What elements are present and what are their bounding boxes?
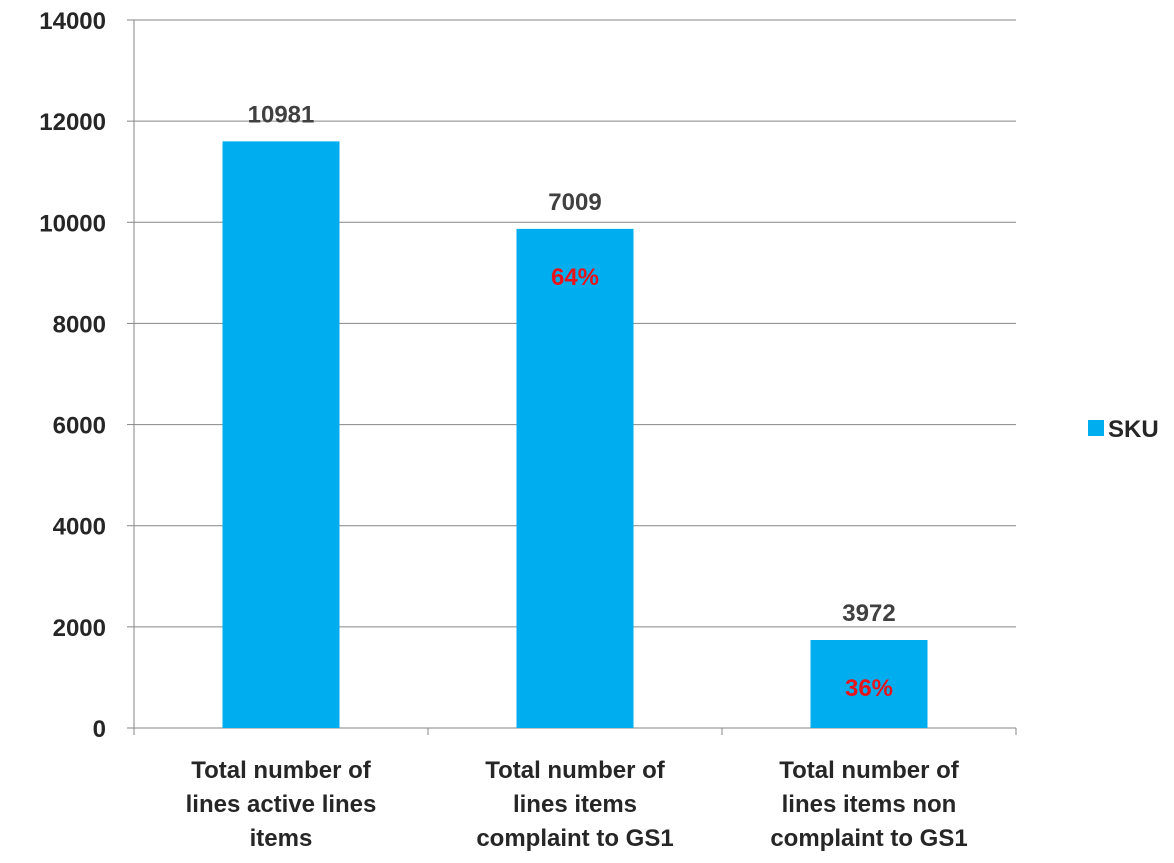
legend: SKU: [1088, 416, 1159, 443]
labels: 10981 Total number of lines active lines it…: [186, 101, 968, 852]
x-category-label: lines items: [513, 791, 637, 818]
x-category-label: complaint to GS1: [770, 825, 967, 852]
y-tick-label: 4000: [53, 514, 106, 541]
data-label: 10981: [248, 101, 315, 128]
legend-label: SKU: [1108, 416, 1159, 443]
y-tick-label: 8000: [53, 311, 106, 338]
bar: [516, 228, 634, 729]
data-label: 3972: [842, 600, 895, 627]
y-tick-label: 12000: [39, 109, 106, 136]
x-category-label: complaint to GS1: [476, 825, 673, 852]
percent-label: 36%: [845, 675, 893, 702]
legend-swatch: [1088, 420, 1104, 436]
x-category-label: Total number of: [485, 757, 666, 784]
y-tick-label: 10000: [39, 210, 106, 237]
bar: [810, 640, 928, 728]
x-category-label: lines items non: [782, 791, 957, 818]
bar: [222, 141, 340, 728]
x-category-label: Total number of: [191, 757, 372, 784]
bars: [222, 141, 928, 729]
x-category-label: lines active lines: [186, 791, 377, 818]
y-tick-label: 2000: [53, 615, 106, 642]
x-category-label: items: [250, 825, 313, 852]
y-tick-label: 14000: [39, 8, 106, 35]
y-tick-label: 6000: [53, 413, 106, 440]
data-label: 7009: [548, 189, 601, 216]
x-category-label: Total number of: [779, 757, 960, 784]
percent-label: 64%: [551, 264, 599, 291]
y-tick-label: 0: [93, 716, 106, 743]
